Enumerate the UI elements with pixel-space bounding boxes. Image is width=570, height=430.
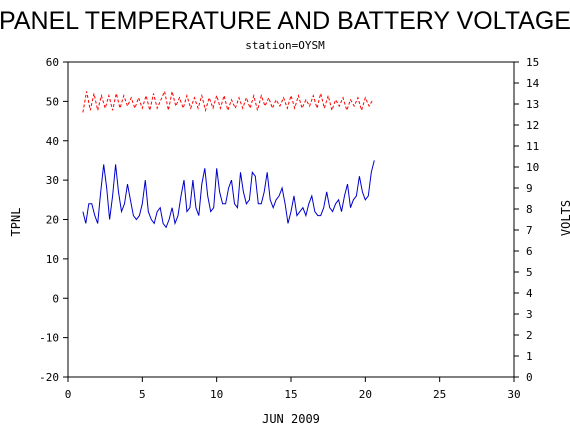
right-y-tick-label: 7 [526,224,533,237]
right-y-tick-label: 11 [526,140,539,153]
x-tick-label: 10 [210,388,223,401]
chart-subtitle: station=OYSM [245,39,325,52]
voltage-line [82,89,374,113]
x-tick-label: 30 [507,388,520,401]
left-y-tick-label: -10 [39,332,59,345]
x-tick-label: 25 [433,388,446,401]
right-y-tick-label: 14 [526,77,540,90]
left-y-tick-label: 50 [46,95,59,108]
left-y-tick-label: 60 [46,56,59,69]
left-y-axis: -20 -10 0 10 20 30 40 50 60 [39,56,68,384]
right-y-tick-label: 9 [526,182,533,195]
right-y-tick-label: 1 [526,350,533,363]
chart-title: PANEL TEMPERATURE AND BATTERY VOLTAGE [0,7,570,35]
right-y-tick-label: 8 [526,203,533,216]
left-y-tick-label: 10 [46,253,59,266]
series-layer [82,89,375,229]
x-axis-label: JUN 2009 [262,412,320,426]
x-tick-label: 0 [65,388,72,401]
left-y-tick-label: 30 [46,174,59,187]
left-y-axis-label: TPNL [9,208,23,237]
right-y-tick-label: 12 [526,119,539,132]
x-tick-label: 20 [359,388,372,401]
left-y-tick-label: 40 [46,135,59,148]
left-y-tick-label: -20 [39,371,59,384]
left-y-tick-label: 20 [46,214,59,227]
x-axis: 0 5 10 15 20 25 30 [65,377,521,401]
right-y-tick-label: 5 [526,266,533,279]
right-y-tick-label: 13 [526,98,539,111]
right-y-tick-label: 4 [526,287,533,300]
x-tick-label: 5 [139,388,146,401]
right-y-tick-label: 2 [526,329,533,342]
right-y-tick-label: 3 [526,308,533,321]
right-y-tick-label: 10 [526,161,539,174]
temperature-line [82,160,375,229]
left-y-tick-label: 0 [52,292,59,305]
right-y-tick-label: 6 [526,245,533,258]
x-tick-label: 15 [284,388,297,401]
right-y-tick-label: 15 [526,56,539,69]
right-y-tick-label: 0 [526,371,533,384]
right-y-axis-label: VOLTS [559,200,570,236]
plot-frame [67,61,515,378]
